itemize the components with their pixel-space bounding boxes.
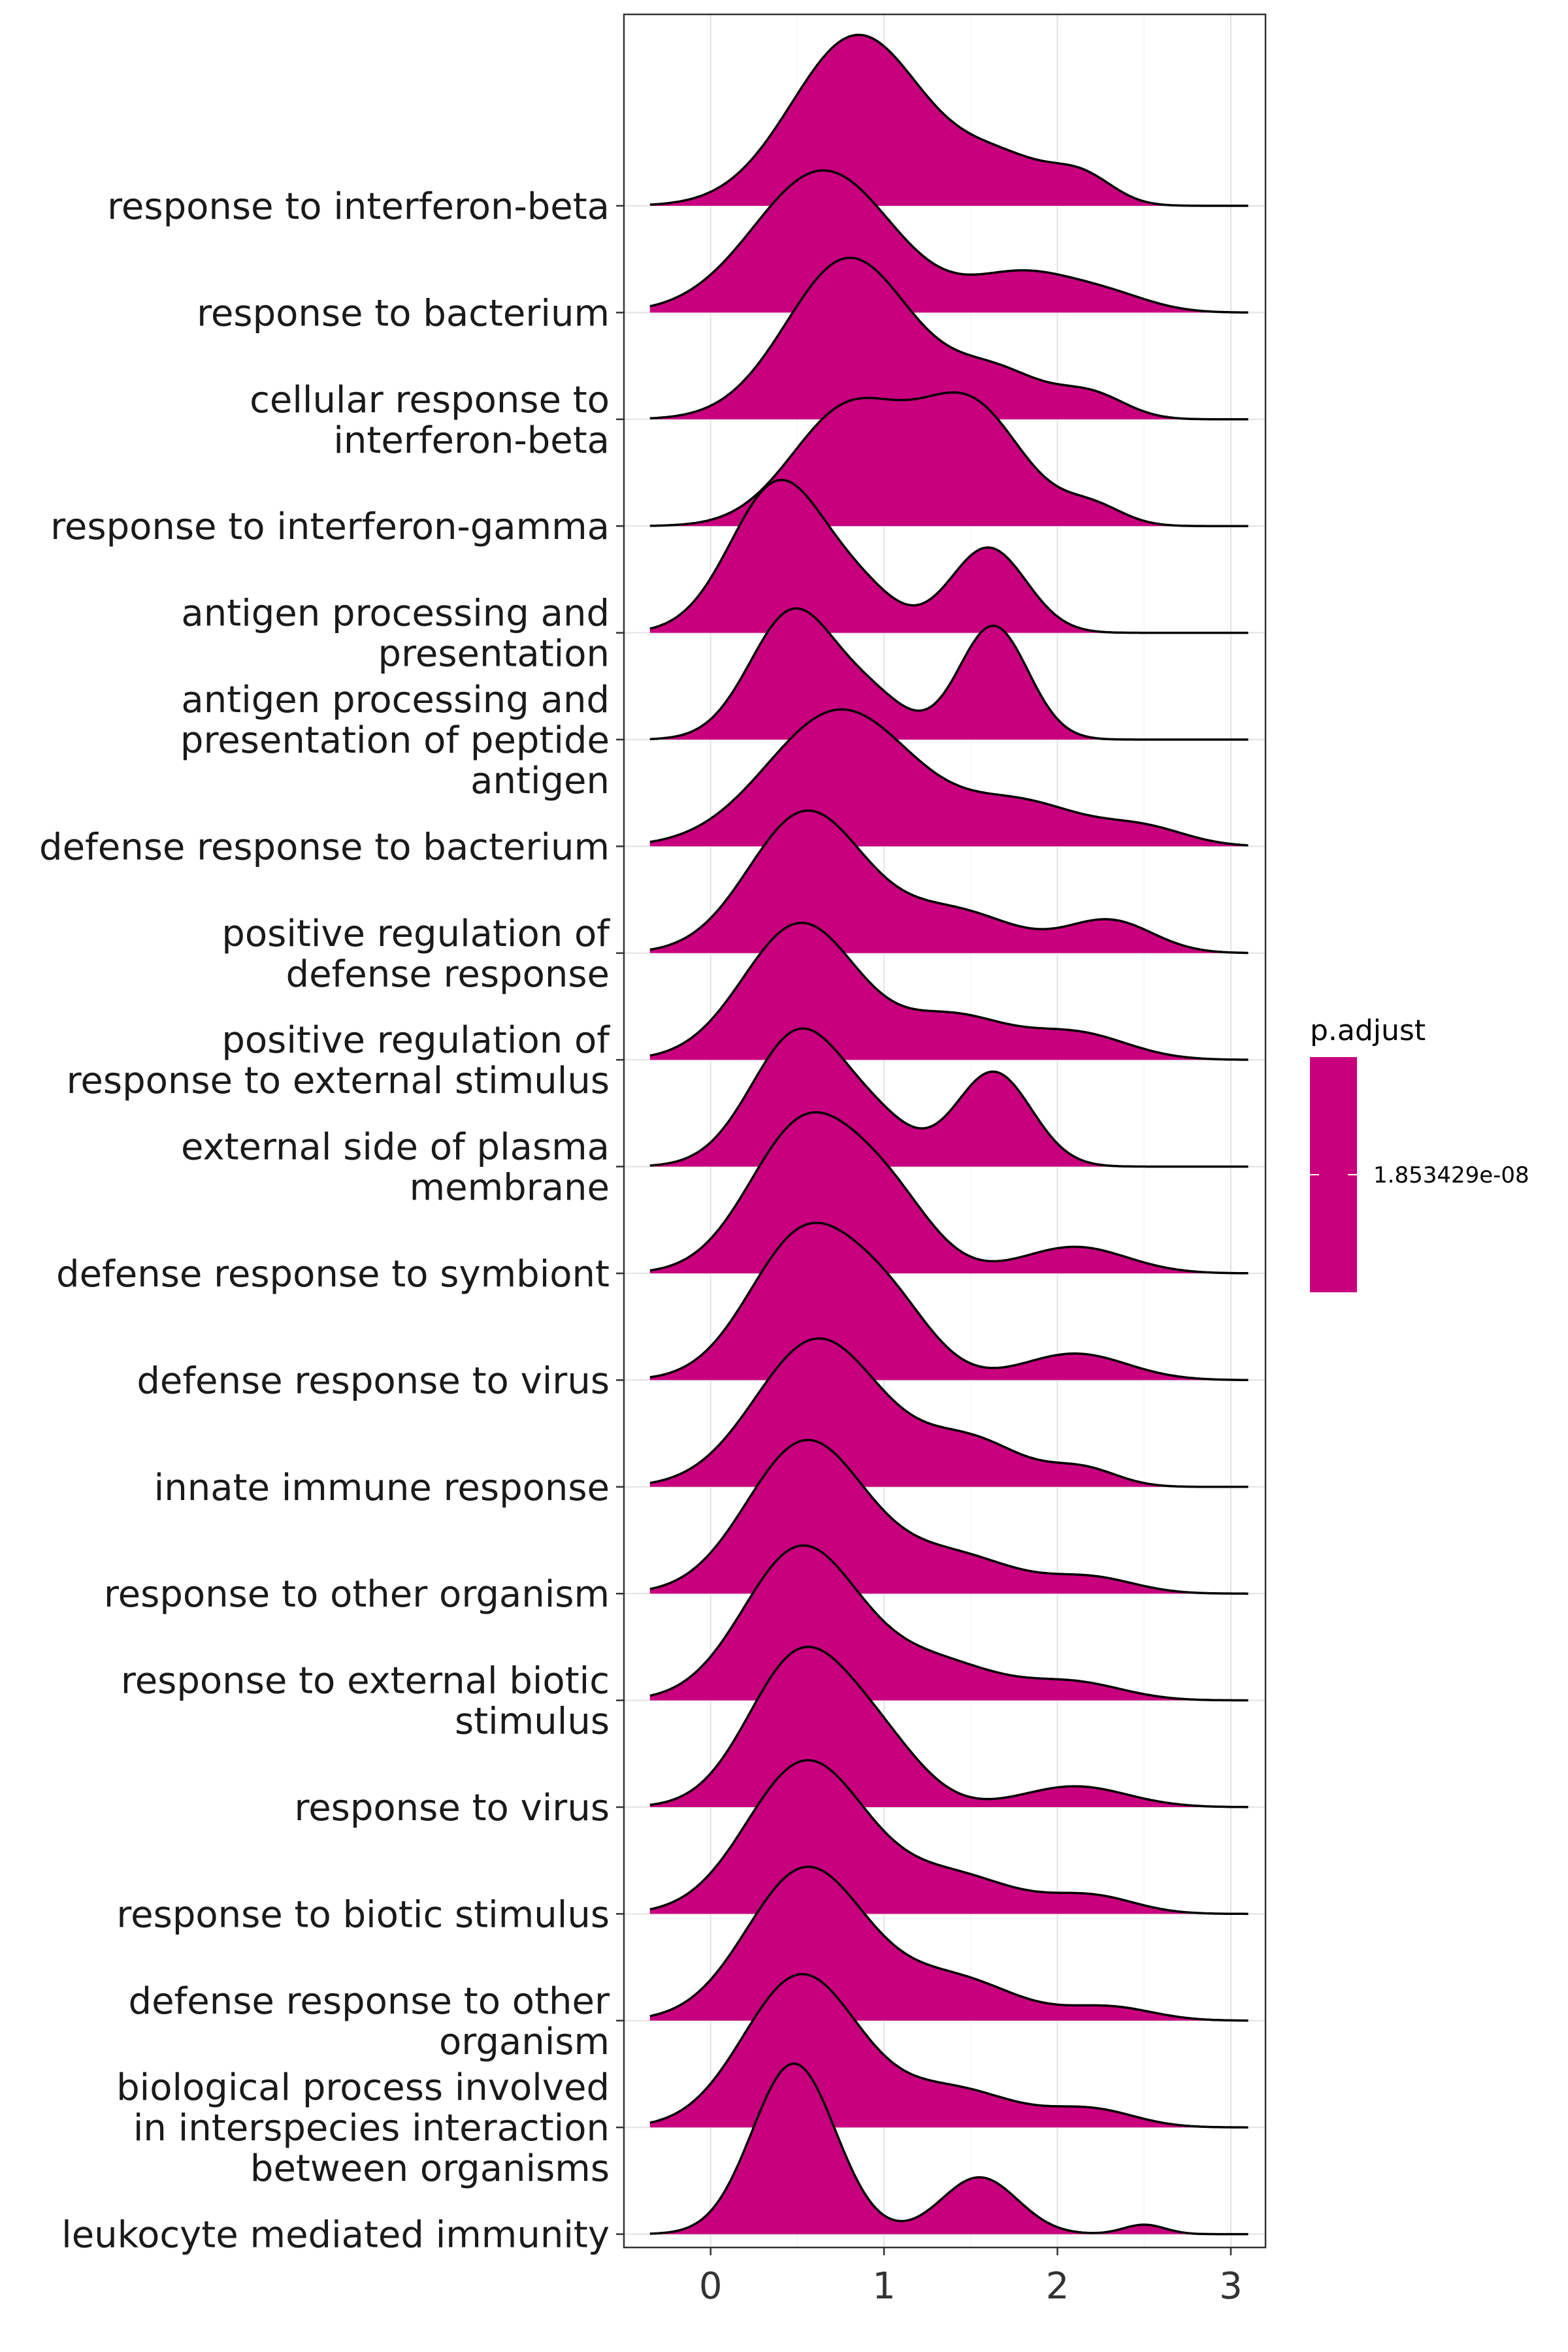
ridge-area bbox=[649, 1222, 1249, 1380]
ridge-area bbox=[649, 257, 1249, 419]
y-tick-label-line: response to bacterium bbox=[197, 292, 610, 335]
ridge-outline bbox=[649, 1439, 1249, 1595]
ridge-area bbox=[649, 480, 1249, 633]
y-tick-label: defense response to bacterium bbox=[39, 826, 610, 868]
y-axis: response to interferon-beta response to b… bbox=[39, 186, 624, 2257]
y-tick-label: defense response to other organism bbox=[129, 1980, 610, 2063]
y-tick-label-line: response to interferon-gamma bbox=[50, 506, 610, 548]
ridge-area bbox=[649, 2063, 1249, 2234]
y-tick-label: positive regulation of response to extern… bbox=[67, 1019, 611, 1102]
x-axis: 0 1 2 3 bbox=[699, 2247, 1243, 2308]
y-tick-label-line: defense response to virus bbox=[137, 1360, 610, 1402]
y-tick-label: response to external biotic stimulus bbox=[121, 1660, 610, 1743]
ridge-area bbox=[649, 923, 1249, 1060]
ridge-outline bbox=[649, 2062, 1249, 2236]
y-tick-label-line: response to external biotic bbox=[121, 1660, 610, 1703]
y-tick-label-line: presentation bbox=[378, 633, 610, 676]
y-tick-label: leukocyte mediated immunity bbox=[61, 2214, 610, 2257]
y-tick-label: response to virus bbox=[294, 1787, 610, 1829]
y-tick-label-line: presentation of peptide bbox=[180, 719, 610, 762]
y-tick-label-line: leukocyte mediated immunity bbox=[61, 2214, 610, 2257]
y-tick-label-line: defense response bbox=[286, 953, 610, 996]
y-tick-label: antigen processing and presentation bbox=[181, 593, 610, 676]
y-tick-label: innate immune response bbox=[154, 1467, 610, 1509]
ridge-outline bbox=[649, 1865, 1249, 2022]
y-tick-label: defense response to symbiont bbox=[56, 1253, 610, 1296]
y-tick-label: biological process involved in interspeci… bbox=[116, 2066, 610, 2190]
ridge-outline bbox=[649, 921, 1249, 1061]
y-tick-label-line: response to external stimulus bbox=[67, 1060, 610, 1102]
ridge-outline bbox=[649, 1759, 1249, 1916]
y-tick-label-line: response to biotic stimulus bbox=[116, 1893, 610, 1936]
y-tick-label-line: between organisms bbox=[250, 2148, 610, 2190]
y-tick-label-line: antigen processing and bbox=[181, 593, 610, 635]
ridge-outline bbox=[649, 256, 1249, 421]
y-tick-label-line: cellular response to bbox=[250, 379, 610, 421]
y-tick-label: cellular response to interferon-beta bbox=[250, 379, 610, 462]
y-tick-label-line: antigen bbox=[470, 760, 610, 802]
y-tick-label: response to biotic stimulus bbox=[116, 1893, 610, 1936]
y-tick-label-line: defense response to symbiont bbox=[56, 1253, 610, 1296]
ridge-area bbox=[649, 810, 1249, 953]
panel-border bbox=[623, 13, 1267, 2249]
y-tick-label: antigen processing and presentation of pe… bbox=[180, 679, 610, 802]
legend-value-label: 1.853429e-08 bbox=[1373, 1162, 1529, 1188]
x-tick-label: 1 bbox=[872, 2265, 896, 2308]
ridge-outline bbox=[649, 1544, 1249, 1702]
legend-title: p.adjust bbox=[1310, 1014, 1426, 1047]
y-tick-label-line: biological process involved bbox=[116, 2066, 610, 2109]
y-tick-label: response to interferon-gamma bbox=[50, 506, 610, 548]
y-tick-label: external side of plasma membrane bbox=[181, 1126, 610, 1209]
y-tick-label-line: antigen processing and bbox=[181, 679, 610, 721]
x-tick-label: 3 bbox=[1219, 2265, 1243, 2308]
ridge-outline bbox=[649, 33, 1249, 207]
y-tick-label: response to bacterium bbox=[197, 292, 610, 335]
y-tick-label-line: defense response to bacterium bbox=[39, 826, 610, 868]
y-tick-label-line: innate immune response bbox=[154, 1467, 610, 1509]
ridge-outline bbox=[649, 169, 1249, 314]
y-tick-label-line: positive regulation of bbox=[221, 913, 610, 955]
ridge-outline bbox=[649, 1027, 1249, 1168]
ridges bbox=[649, 33, 1249, 2236]
y-tick-label: positive regulation of defense response bbox=[221, 913, 610, 996]
ridge-area bbox=[649, 170, 1249, 313]
ridge-outline bbox=[649, 708, 1249, 847]
ridge-outline bbox=[649, 478, 1249, 634]
x-tick-label: 0 bbox=[699, 2265, 723, 2308]
ridge-outline bbox=[649, 1111, 1249, 1275]
ridge-outline bbox=[649, 1972, 1249, 2129]
y-tick-label: response to interferon-beta bbox=[107, 186, 610, 228]
y-tick-label-line: membrane bbox=[410, 1167, 610, 1209]
y-tick-label-line: organism bbox=[439, 2021, 610, 2063]
ridge-outline bbox=[649, 809, 1249, 955]
x-tick-label: 2 bbox=[1046, 2265, 1070, 2308]
y-tick-label-line: stimulus bbox=[455, 1701, 610, 1743]
y-tick-label-line: response to other organism bbox=[104, 1573, 610, 1616]
ridge-outline bbox=[649, 1337, 1249, 1488]
ridge-outline bbox=[649, 1221, 1249, 1381]
ridge-outline bbox=[649, 391, 1249, 527]
y-tick-label-line: response to virus bbox=[294, 1787, 610, 1829]
y-tick-label-line: positive regulation of bbox=[221, 1019, 610, 1062]
y-tick-label-line: external side of plasma bbox=[181, 1126, 610, 1169]
y-tick-label-line: defense response to other bbox=[129, 1980, 610, 2023]
y-tick-label: response to other organism bbox=[104, 1573, 610, 1616]
ridge-outline bbox=[649, 1645, 1249, 1808]
ridge-area bbox=[649, 608, 1249, 740]
ridge-outline bbox=[649, 607, 1249, 741]
y-tick-label-line: response to interferon-beta bbox=[107, 186, 610, 228]
y-tick-label-line: interferon-beta bbox=[333, 419, 610, 462]
y-tick-label-line: in interspecies interaction bbox=[133, 2107, 610, 2149]
y-tick-label: defense response to virus bbox=[137, 1360, 610, 1402]
legend: p.adjust 1.853429e-08 bbox=[1310, 1014, 1529, 1292]
